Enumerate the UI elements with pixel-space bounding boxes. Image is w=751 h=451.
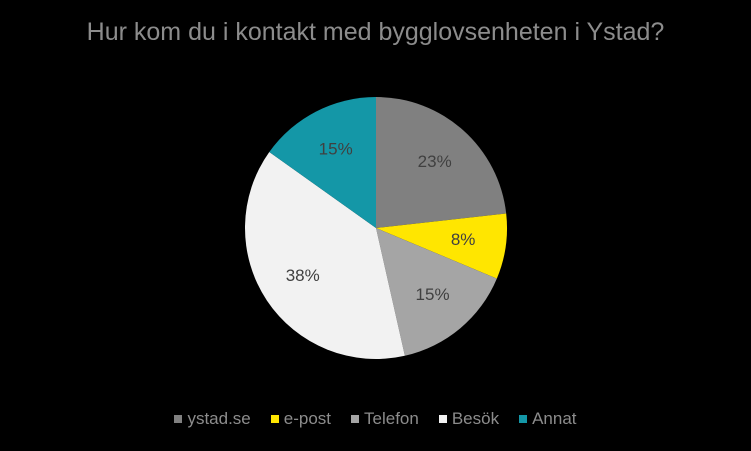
legend-label: ystad.se <box>187 409 251 428</box>
legend-swatch <box>270 415 279 423</box>
pie-slice-bes-k <box>245 152 405 359</box>
pie-slice-ystad-se <box>376 97 507 228</box>
pie-slice-telefon <box>376 228 497 356</box>
data-label: 15% <box>416 285 450 304</box>
chart-title: Hur kom du i kontakt med bygglovsenheten… <box>86 18 665 46</box>
data-label: 8% <box>451 230 476 249</box>
pie-slice-annat <box>269 97 376 228</box>
data-label: 38% <box>286 266 320 285</box>
data-label: 23% <box>418 152 452 171</box>
legend-item: ystad.se <box>174 409 251 429</box>
pie-slice-e-post <box>376 213 507 279</box>
legend-swatch <box>438 415 447 423</box>
data-label: 15% <box>319 139 353 158</box>
legend-item: Telefon <box>351 409 419 429</box>
chart-legend: ystad.se e-post Telefon Besök Annat <box>0 409 751 429</box>
legend-label: Telefon <box>364 409 419 428</box>
legend-label: Besök <box>451 409 500 428</box>
legend-item: Besök <box>438 409 500 429</box>
legend-label: e-post <box>283 409 332 428</box>
legend-item: Annat <box>519 409 577 429</box>
legend-item: e-post <box>270 409 332 429</box>
legend-swatch <box>351 415 360 423</box>
legend-swatch <box>519 415 528 423</box>
legend-label: Annat <box>532 409 577 428</box>
legend-swatch <box>174 415 183 423</box>
